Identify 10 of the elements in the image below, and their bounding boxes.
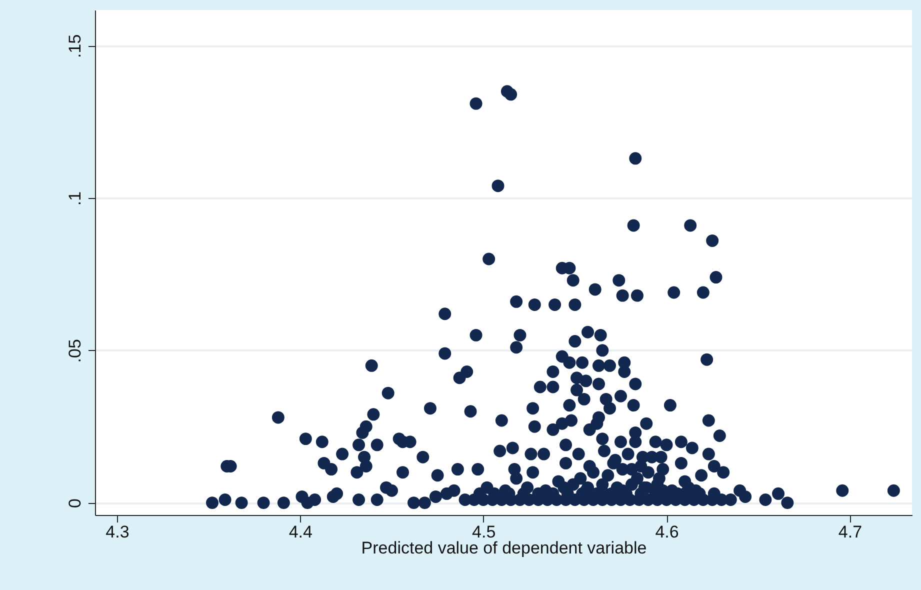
x-tick-label: 4.4: [288, 522, 312, 542]
y-tick-label: .15: [66, 34, 84, 58]
x-tick-label: 4.6: [655, 522, 679, 542]
y-tick-label: .1: [66, 191, 84, 206]
x-tick-label: 4.7: [838, 522, 862, 542]
x-tick-label: 4.5: [472, 522, 496, 542]
y-tick-label: 0: [66, 498, 84, 508]
x-tick-label: 4.3: [106, 522, 130, 542]
y-tick-label: .05: [66, 339, 84, 363]
x-axis-title: Predicted value of dependent variable: [361, 538, 647, 558]
